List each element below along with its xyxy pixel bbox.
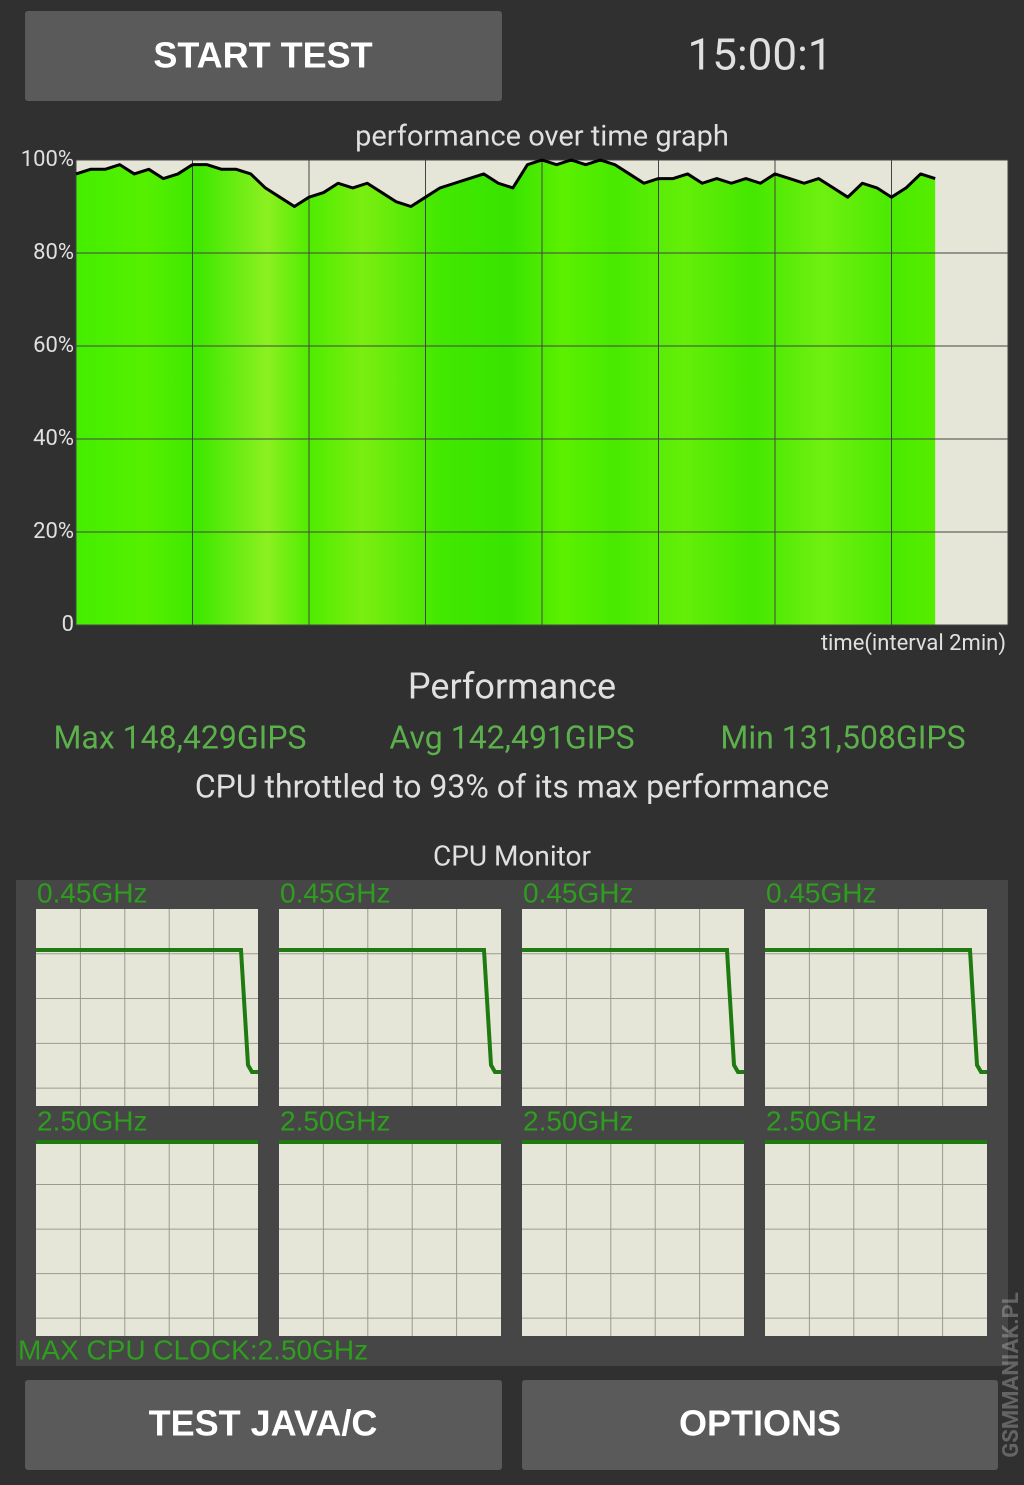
timer: 15:00:1: [688, 29, 833, 81]
core-frequency-label: 0.45GHz: [37, 877, 148, 908]
core-frequency-label: 2.50GHz: [280, 1105, 391, 1136]
x-axis-label: time(interval 2min): [821, 631, 1006, 656]
performance-stats: Performance Max 148,429GIPS Avg 142,491G…: [53, 666, 965, 806]
y-tick-label: 100%: [21, 147, 74, 172]
core-graph-bg: [279, 1140, 501, 1336]
cpu-core: 2.50GHz: [765, 1105, 987, 1336]
core-frequency-label: 0.45GHz: [280, 877, 391, 908]
min-perf: Min 131,508GIPS: [720, 718, 965, 756]
cpu-core: 0.45GHz: [279, 877, 501, 1106]
core-frequency-line: [36, 948, 258, 1074]
y-tick-label: 20%: [33, 519, 74, 544]
stats-title: Performance: [408, 666, 616, 708]
core-frequency-label: 0.45GHz: [766, 877, 877, 908]
cpu-core: 2.50GHz: [36, 1105, 258, 1336]
core-graph-bg: [765, 1140, 987, 1336]
core-graph-bg: [765, 909, 987, 1106]
core-graph-bg: [36, 909, 258, 1106]
y-tick-label: 80%: [33, 240, 74, 265]
y-tick-label: 60%: [33, 333, 74, 358]
core-graph-bg: [279, 909, 501, 1106]
button-label: TEST JAVA/C: [149, 1403, 378, 1444]
cpu-core: 0.45GHz: [36, 877, 258, 1106]
avg-perf: Avg 142,491GIPS: [389, 718, 634, 756]
watermark: GSMMANIAK.PL: [999, 1292, 1024, 1458]
test-java-button[interactable]: TEST JAVA/C: [25, 1380, 502, 1470]
chart-title: performance over time graph: [355, 120, 729, 154]
performance-line: [75, 158, 936, 208]
cpu-core: 0.45GHz: [765, 877, 987, 1106]
core-frequency-label: 2.50GHz: [523, 1105, 634, 1136]
y-tick-label: 0: [62, 612, 74, 637]
cpu-core: 2.50GHz: [522, 1105, 744, 1336]
core-frequency-line: [765, 948, 987, 1074]
core-frequency-label: 2.50GHz: [37, 1105, 148, 1136]
performance-chart: performance over time graph time(interva…: [21, 120, 1009, 656]
max-cpu-clock: MAX CPU CLOCK:2.50GHz: [18, 1334, 368, 1365]
core-frequency-line: [522, 948, 744, 1074]
options-button[interactable]: OPTIONS: [522, 1380, 998, 1470]
core-graph-bg: [522, 1140, 744, 1336]
core-graph-bg: [36, 1140, 258, 1336]
button-bg: [522, 1380, 998, 1470]
core-frequency-line: [279, 948, 501, 1074]
start-test-button[interactable]: START TEST: [25, 11, 502, 101]
cpu-cores: 0.45GHz 0.45GHz 0.45GHz 0.45GHz 2.50GHz 2.50G…: [36, 877, 987, 1336]
cpu-core: 2.50GHz: [279, 1105, 501, 1336]
button-label: START TEST: [153, 35, 372, 76]
button-bg: [25, 1380, 502, 1470]
button-bg: [25, 11, 502, 101]
button-label: OPTIONS: [679, 1403, 841, 1444]
core-graph-bg: [522, 909, 744, 1106]
cpu-core: 0.45GHz: [522, 877, 744, 1106]
cpu-monitor-title: CPU Monitor: [433, 839, 592, 872]
core-frequency-label: 0.45GHz: [523, 877, 634, 908]
max-perf: Max 148,429GIPS: [53, 718, 306, 756]
throttle-text: CPU throttled to 93% of its max performa…: [195, 767, 829, 805]
performance-area: [76, 160, 936, 625]
core-frequency-label: 2.50GHz: [766, 1105, 877, 1136]
y-tick-label: 40%: [33, 426, 74, 451]
